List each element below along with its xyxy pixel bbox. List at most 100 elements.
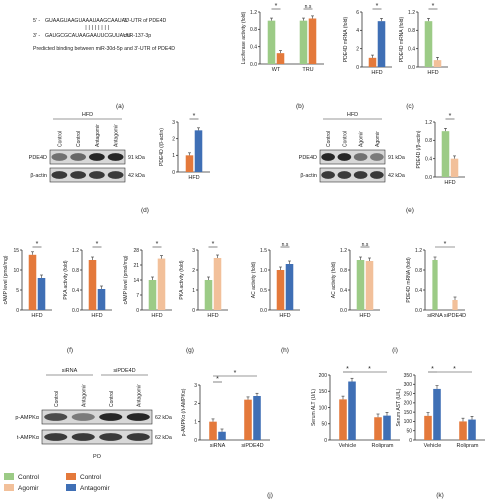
bar-k1-0-1 [348,381,356,440]
y-tick-label: 250 [404,391,413,397]
significance-mark: n.s [282,242,289,248]
y-tick-label: 0.0 [250,62,257,68]
y-tick-label: 0 [356,65,359,71]
blot-row-label: t-AMPKα [17,435,40,441]
bar-b-1-0 [299,20,308,65]
y-axis-label: PKA activity (fold) [63,260,69,300]
y-tick-label: 3 [194,383,197,389]
blot-group-label: siPDE4D [113,368,135,374]
y-tick-label: 0.5 [260,288,267,294]
band [370,171,384,179]
x-tick-label: WT [272,67,281,73]
x-tick-dup: HFD [194,181,195,182]
band [126,433,150,441]
lane-label: Antagomir [95,124,101,147]
band [44,413,68,421]
legend-label: Control [18,474,40,481]
significance-mark: n.s [362,242,369,248]
band [337,171,352,179]
x-tick-label: HFD [188,175,199,181]
blot-row-label: PDE4D [29,155,47,161]
y-axis-label: cAMP level (pmol/mg) [123,255,129,304]
y-axis-label: PDE4D (/β-actin) [159,128,165,166]
significance-mark: * [449,113,452,120]
bar-k1-1-1 [383,415,391,440]
band [353,153,368,161]
blot-size-label: 42 kDa [388,173,405,179]
y-tick-label: 0.0 [72,308,79,314]
bar-g2-0-0 [204,280,213,310]
panel-label-c: (c) [406,103,414,110]
seq2-sequence: GAUGCGCAUAAGAAUUCGUUAUU [45,33,131,39]
panel-label-f: (f) [67,347,73,354]
x-tick-label: HFD [31,313,42,319]
seq1-prefix: 5' - [33,18,40,24]
lane-label: Control [76,131,82,147]
bar-i1-0-1 [365,261,374,310]
bar-d-0-0 [185,155,194,172]
significance-mark: * [275,3,278,10]
x-tick-label: Rolipram [371,443,393,449]
x-tick-label: HFD [207,313,218,319]
bar-k2-1-0 [459,421,467,440]
bar-h-0-1 [285,264,294,310]
lane-label: Control [109,391,115,407]
significance-mark: * [346,366,349,373]
panel-label-h: (h) [281,347,289,354]
y-tick-label: 0.4 [72,288,79,294]
y-tick-label: 3 [192,248,195,254]
y-axis-label: Luciferase activity (fold) [241,11,247,64]
bar-d-0-1 [194,130,203,172]
blot-row-label: p-AMPKα [15,415,39,421]
band [89,171,105,179]
band [70,171,86,179]
y-axis-label: PDE4D mRNA (fold) [343,17,349,63]
y-tick-label: 14 [133,278,139,284]
x-tick-label: HFD [279,313,290,319]
y-tick-label: 0 [16,308,19,314]
y-tick-label: 0.0 [340,308,347,314]
y-tick-label: 1.0 [260,268,267,274]
band [44,433,68,441]
band [370,153,384,161]
x-tick-label: Vehicle [339,443,357,449]
lane-label: Antagomir [114,124,120,147]
bar-g1-0-1 [157,258,166,310]
bar-i2-1-1 [452,300,458,310]
y-tick-label: 150 [404,410,413,416]
y-tick-label: 1.5 [260,248,267,254]
bar-i1-0-0 [356,260,365,310]
legend-swatch-left-1 [4,484,14,491]
y-axis-label: Serum ALT (U/L) [311,389,317,426]
bar-f2-0-1 [97,289,106,310]
legend-swatch-right-0 [66,473,76,480]
y-axis-label: Serum AST (U/L) [396,388,402,426]
y-tick-label: 0.0 [260,308,267,314]
y-tick-label: 7 [136,293,139,299]
lane-label: Control [342,131,348,147]
blot-strip-1 [41,429,153,445]
y-tick-label: 0.8 [425,138,432,144]
bar-k1-1-0 [374,417,382,440]
bar-k1-0-0 [339,399,347,440]
legend-swatch-right-1 [66,484,76,491]
y-tick-label: 0 [409,438,412,444]
y-tick-label: 28 [133,248,139,254]
y-tick-label: 0 [194,438,197,444]
bar-c2-0-1 [433,60,442,67]
binding-note: Predicted binding between miR-30d-5p and… [33,46,175,52]
y-tick-label: 3 [172,120,175,126]
band [321,171,335,179]
panel-label-i: (i) [392,347,398,354]
bar-j-0-0 [209,421,217,440]
y-tick-label: 0.4 [250,44,257,50]
bar-j-1-1 [253,396,261,440]
band [51,171,68,179]
lane-label: Antagomir [81,384,87,407]
bar-k2-1-1 [468,419,476,440]
x-tick-label: siRNA [427,313,443,319]
significance-mark: * [36,241,39,248]
x-tick-label: HFD [444,180,455,186]
y-tick-label: 0 [324,438,327,444]
